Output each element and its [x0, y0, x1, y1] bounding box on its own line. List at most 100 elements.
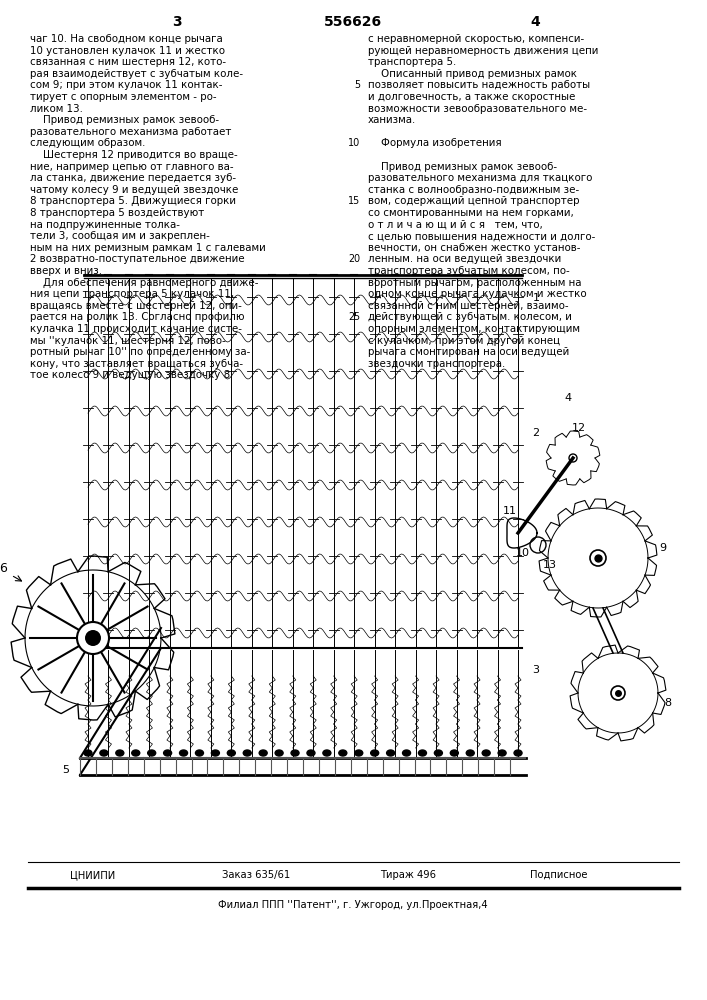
- Text: с кулачком, при этом другой конец: с кулачком, при этом другой конец: [368, 336, 560, 346]
- Ellipse shape: [116, 750, 124, 756]
- Text: ние, например цепью от главного ва-: ние, например цепью от главного ва-: [30, 162, 233, 172]
- Text: ным на них ремизным рамкам 1 с галевами: ным на них ремизным рамкам 1 с галевами: [30, 243, 266, 253]
- Text: Привод ремизных рамок зевооб-: Привод ремизных рамок зевооб-: [368, 162, 557, 172]
- Ellipse shape: [275, 750, 283, 756]
- Text: 2: 2: [532, 428, 539, 438]
- Text: воротным рычагом, расположенным на: воротным рычагом, расположенным на: [368, 278, 581, 288]
- Text: 8 транспортера 5 воздействуют: 8 транспортера 5 воздействуют: [30, 208, 204, 218]
- Text: мы ''кулачок 11, шестерня 12, пово-: мы ''кулачок 11, шестерня 12, пово-: [30, 336, 226, 346]
- Text: на подпружиненные толка-: на подпружиненные толка-: [30, 220, 180, 230]
- Text: транспортера зубчатым колесом, по-: транспортера зубчатым колесом, по-: [368, 266, 570, 276]
- Ellipse shape: [339, 750, 347, 756]
- Ellipse shape: [307, 750, 315, 756]
- Text: рующей неравномерность движения цепи: рующей неравномерность движения цепи: [368, 46, 598, 56]
- Text: 12: 12: [572, 423, 586, 433]
- Ellipse shape: [291, 750, 299, 756]
- Text: 2 возвратно-поступательное движение: 2 возвратно-поступательное движение: [30, 254, 245, 264]
- Text: 11: 11: [503, 506, 517, 516]
- Text: рычага смонтирован на оси ведущей: рычага смонтирован на оси ведущей: [368, 347, 569, 357]
- Text: ликом 13.: ликом 13.: [30, 104, 83, 114]
- Text: одном конце рычага кулачком и жестко: одном конце рычага кулачком и жестко: [368, 289, 587, 299]
- Text: кулачка 11 происходит качание систе-: кулачка 11 происходит качание систе-: [30, 324, 242, 334]
- Text: разовательного механизма работает: разовательного механизма работает: [30, 127, 231, 137]
- Ellipse shape: [132, 750, 140, 756]
- Text: 5: 5: [62, 765, 69, 775]
- Ellipse shape: [450, 750, 458, 756]
- Text: следующим образом.: следующим образом.: [30, 138, 146, 148]
- Text: рается на ролик 13. Согласно профилю: рается на ролик 13. Согласно профилю: [30, 312, 245, 322]
- Ellipse shape: [355, 750, 363, 756]
- Ellipse shape: [419, 750, 426, 756]
- Text: 4: 4: [564, 393, 571, 403]
- Text: Заказ 635/61: Заказ 635/61: [222, 870, 291, 880]
- Text: 10 установлен кулачок 11 и жестко: 10 установлен кулачок 11 и жестко: [30, 46, 225, 56]
- Text: Филиал ППП ''Патент'', г. Ужгород, ул.Проектная,4: Филиал ППП ''Патент'', г. Ужгород, ул.Пр…: [218, 900, 488, 910]
- Text: 9: 9: [660, 543, 667, 553]
- Text: 4: 4: [530, 15, 540, 29]
- Text: 15: 15: [348, 196, 360, 206]
- Ellipse shape: [323, 750, 331, 756]
- Text: тели 3, сообщая им и закреплен-: тели 3, сообщая им и закреплен-: [30, 231, 210, 241]
- Ellipse shape: [163, 750, 172, 756]
- Text: о т л и ч а ю щ и й с я   тем, что,: о т л и ч а ю щ и й с я тем, что,: [368, 220, 543, 230]
- Text: вращаясь вместе с шестерней 12, опи-: вращаясь вместе с шестерней 12, опи-: [30, 301, 242, 311]
- Text: 20: 20: [348, 254, 360, 264]
- Text: чаг 10. На свободном конце рычага: чаг 10. На свободном конце рычага: [30, 34, 223, 44]
- Text: ЦНИИПИ: ЦНИИПИ: [70, 870, 115, 880]
- Text: позволяет повысить надежность работы: позволяет повысить надежность работы: [368, 80, 590, 90]
- Text: транспортера 5.: транспортера 5.: [368, 57, 456, 67]
- Text: рая взаимодействует с зубчатым коле-: рая взаимодействует с зубчатым коле-: [30, 69, 243, 79]
- Text: тирует с опорным элементом - ро-: тирует с опорным элементом - ро-: [30, 92, 216, 102]
- Text: Шестерня 12 приводится во враще-: Шестерня 12 приводится во враще-: [30, 150, 238, 160]
- Text: 8 транспортера 5. Движущиеся горки: 8 транспортера 5. Движущиеся горки: [30, 196, 236, 206]
- Ellipse shape: [180, 750, 187, 756]
- Text: действующей с зубчатым. колесом, и: действующей с зубчатым. колесом, и: [368, 312, 572, 322]
- Ellipse shape: [498, 750, 506, 756]
- Circle shape: [569, 454, 577, 462]
- Ellipse shape: [514, 750, 522, 756]
- Text: 10: 10: [348, 138, 360, 148]
- Text: 25: 25: [348, 312, 360, 322]
- Text: вверх и вниз.: вверх и вниз.: [30, 266, 102, 276]
- Circle shape: [611, 686, 625, 700]
- Ellipse shape: [243, 750, 251, 756]
- Text: и долговечность, а также скоростные: и долговечность, а также скоростные: [368, 92, 575, 102]
- Text: связанная с ним шестерня 12, кото-: связанная с ним шестерня 12, кото-: [30, 57, 226, 67]
- Ellipse shape: [402, 750, 411, 756]
- Ellipse shape: [195, 750, 204, 756]
- Text: 1: 1: [532, 293, 539, 303]
- Ellipse shape: [434, 750, 443, 756]
- Text: Формула изобретения: Формула изобретения: [368, 138, 502, 148]
- Text: связанной с ним шестерней, взаимо-: связанной с ним шестерней, взаимо-: [368, 301, 568, 311]
- Text: Подписное: Подписное: [530, 870, 588, 880]
- Text: Описанный привод ремизных рамок: Описанный привод ремизных рамок: [368, 69, 577, 79]
- Text: Привод ремизных рамок зевооб-: Привод ремизных рамок зевооб-: [30, 115, 219, 125]
- Text: Тираж 496: Тираж 496: [380, 870, 436, 880]
- Ellipse shape: [100, 750, 108, 756]
- Text: ханизма.: ханизма.: [368, 115, 416, 125]
- Ellipse shape: [370, 750, 379, 756]
- Text: ния цепи транспортера 5 кулачок 11,: ния цепи транспортера 5 кулачок 11,: [30, 289, 234, 299]
- Text: чатому колесу 9 и ведущей звездочке: чатому колесу 9 и ведущей звездочке: [30, 185, 238, 195]
- Ellipse shape: [466, 750, 474, 756]
- Text: 13: 13: [543, 560, 557, 570]
- Text: 6: 6: [0, 562, 7, 574]
- Text: вом, содержащий цепной транспортер: вом, содержащий цепной транспортер: [368, 196, 580, 206]
- Ellipse shape: [211, 750, 219, 756]
- Ellipse shape: [228, 750, 235, 756]
- Text: с целью повышения надежности и долго-: с целью повышения надежности и долго-: [368, 231, 595, 241]
- Text: Для обеспечения равномерного движе-: Для обеспечения равномерного движе-: [30, 278, 259, 288]
- Text: тое колесо 9 и ведущую звездочку 8: тое колесо 9 и ведущую звездочку 8: [30, 370, 230, 380]
- Text: 556626: 556626: [324, 15, 382, 29]
- Circle shape: [77, 622, 109, 654]
- Circle shape: [590, 550, 606, 566]
- Text: кону, что заставляет вращаться зубча-: кону, что заставляет вращаться зубча-: [30, 359, 243, 369]
- Text: 3: 3: [173, 15, 182, 29]
- Ellipse shape: [259, 750, 267, 756]
- Text: станка с волнообразно-подвижным зе-: станка с волнообразно-подвижным зе-: [368, 185, 579, 195]
- Text: ла станка, движение передается зуб-: ла станка, движение передается зуб-: [30, 173, 236, 183]
- Circle shape: [85, 630, 101, 646]
- Text: вечности, он снабжен жестко установ-: вечности, он снабжен жестко установ-: [368, 243, 580, 253]
- Text: разовательного механизма для ткацкого: разовательного механизма для ткацкого: [368, 173, 592, 183]
- Text: опорным элементом, контактирующим: опорным элементом, контактирующим: [368, 324, 580, 334]
